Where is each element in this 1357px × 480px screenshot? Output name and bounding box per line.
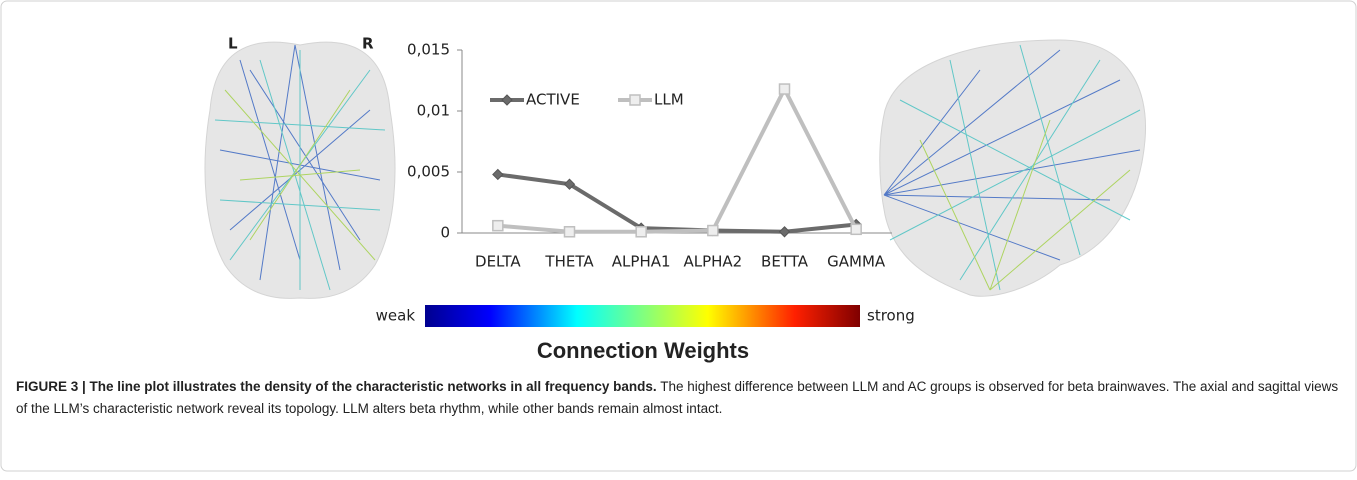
y-tick-label: 0 bbox=[440, 224, 450, 242]
page: L R weak strong Connection Weights 0 0,00… bbox=[0, 0, 1357, 480]
x-tick-label: BETTA bbox=[761, 253, 809, 271]
legend-marker bbox=[502, 95, 512, 105]
x-tick-label: GAMMA bbox=[827, 253, 886, 271]
legend-label: LLM bbox=[654, 91, 684, 109]
data-point bbox=[708, 226, 718, 236]
sagittal-brain bbox=[880, 40, 1146, 296]
colorbar-title: Connection Weights bbox=[537, 338, 749, 363]
x-tick-label: DELTA bbox=[475, 253, 521, 271]
y-tick-label: 0,01 bbox=[417, 102, 450, 120]
data-point bbox=[780, 227, 790, 237]
y-tick-label: 0,015 bbox=[407, 41, 450, 59]
legend-marker bbox=[630, 95, 640, 105]
x-tick-label: THETA bbox=[544, 253, 594, 271]
caption-heading: FIGURE 3 | The line plot illustrates the… bbox=[16, 379, 657, 394]
series-line bbox=[498, 89, 856, 232]
right-label: R bbox=[362, 35, 374, 53]
data-point bbox=[493, 169, 503, 179]
x-tick-label: ALPHA1 bbox=[612, 253, 671, 271]
colorbar bbox=[425, 305, 860, 327]
data-point bbox=[851, 224, 861, 234]
axial-brain: L R bbox=[205, 35, 395, 299]
data-point bbox=[565, 227, 575, 237]
legend-label: ACTIVE bbox=[526, 91, 580, 109]
colorbar-low: weak bbox=[376, 307, 416, 325]
data-point bbox=[780, 84, 790, 94]
caption: FIGURE 3 | The line plot illustrates the… bbox=[16, 376, 1341, 420]
colorbar-high: strong bbox=[867, 307, 915, 325]
left-label: L bbox=[228, 35, 238, 53]
x-tick-label: ALPHA2 bbox=[683, 253, 742, 271]
data-point bbox=[636, 227, 646, 237]
data-point bbox=[493, 221, 503, 231]
y-tick-label: 0,005 bbox=[407, 163, 450, 181]
series-line bbox=[498, 174, 856, 231]
